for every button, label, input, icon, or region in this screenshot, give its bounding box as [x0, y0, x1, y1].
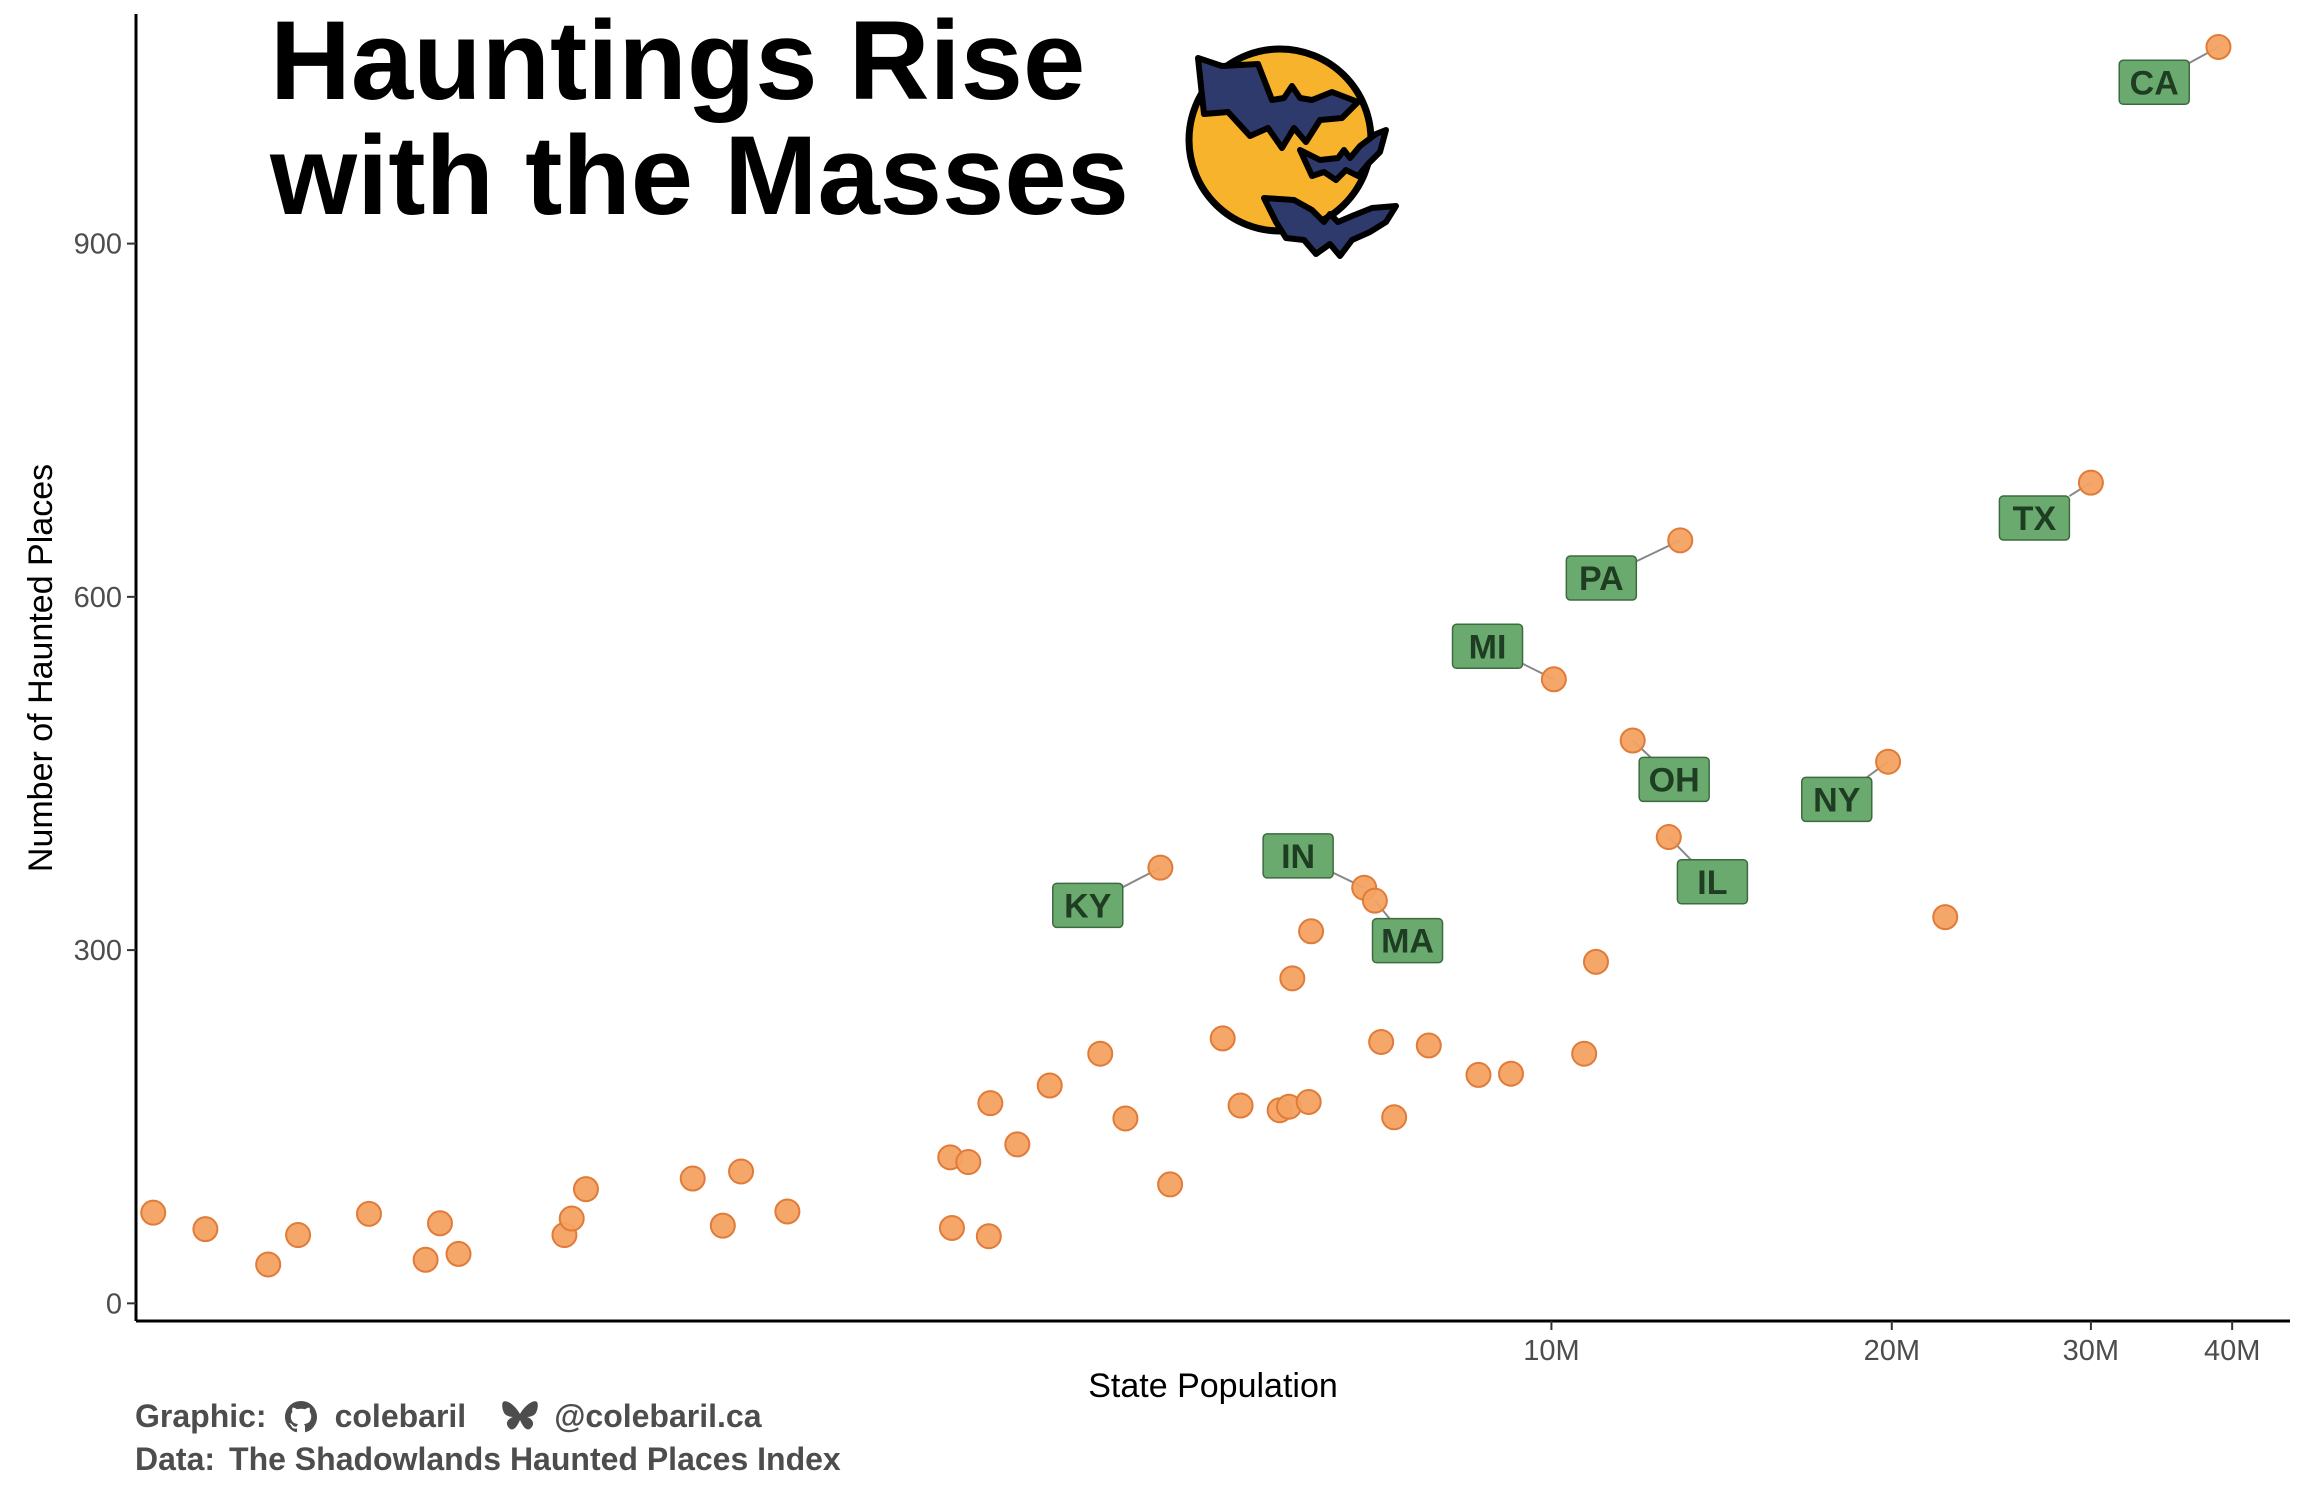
data-point — [1540, 666, 1567, 693]
state-label-box — [2118, 59, 2190, 106]
data-point — [1087, 1040, 1114, 1067]
caption-data-label: Data: — [135, 1441, 216, 1477]
data-point — [1875, 748, 1902, 775]
state-label-text: IL — [1697, 864, 1727, 902]
axes: 0 300 600 900 10M 20M 30M 40M State Population Nu… — [22, 14, 2290, 1405]
data-point — [355, 1200, 382, 1227]
data-point — [192, 1216, 219, 1243]
state-label-box — [1262, 833, 1334, 879]
state-label-text: CA — [2130, 64, 2179, 102]
data-point — [1295, 1088, 1322, 1115]
bluesky-handle: @colebaril.ca — [554, 1398, 762, 1434]
data-point — [728, 1158, 755, 1185]
state-label-text: OH — [1649, 761, 1700, 799]
data-point — [1655, 824, 1682, 851]
data-point — [1498, 1060, 1525, 1087]
github-handle: colebaril — [334, 1398, 467, 1434]
data-point — [1932, 904, 1959, 931]
y-axis-label: Number of Haunted Places — [22, 464, 60, 872]
data-point — [1157, 1171, 1184, 1198]
data-point — [1112, 1105, 1139, 1132]
data-point — [1619, 727, 1646, 754]
data-point — [1582, 948, 1609, 975]
x-axis-label: State Population — [1088, 1367, 1338, 1405]
x-tick-label: 30M — [2063, 1335, 2119, 1367]
data-point — [1415, 1032, 1442, 1059]
data-point — [1036, 1072, 1063, 1099]
data-point — [774, 1198, 801, 1225]
caption-graphic: Graphic: colebaril @colebaril.ca — [135, 1398, 761, 1435]
data-point — [558, 1205, 585, 1232]
caption-data: Data: The Shadowlands Haunted Places Ind… — [135, 1441, 841, 1478]
bat-icon — [1195, 55, 1399, 259]
chart-title-line-2: with the Masses — [270, 113, 1129, 238]
data-point — [1004, 1131, 1031, 1158]
data-point — [977, 1090, 1004, 1117]
state-labels: KY IN MA MI PA OH IL NY TX CA — [1052, 59, 2190, 964]
y-tick-label: 900 — [74, 229, 122, 261]
butterfly-icon — [500, 1399, 540, 1435]
state-label-box — [1451, 623, 1524, 670]
x-tick-label: 20M — [1864, 1335, 1920, 1367]
state-label-text: MI — [1469, 628, 1507, 666]
data-point — [938, 1214, 965, 1241]
state-label-box — [1801, 776, 1873, 823]
data-point — [255, 1251, 282, 1278]
y-tick-label: 600 — [74, 582, 122, 614]
x-tick-label: 40M — [2204, 1335, 2260, 1367]
x-tick-label: 10M — [1523, 1335, 1579, 1367]
y-tick-label: 300 — [74, 935, 122, 967]
data-point — [285, 1222, 312, 1249]
state-label-text: NY — [1813, 781, 1861, 819]
data-points — [140, 33, 2232, 1278]
data-point — [1147, 854, 1174, 881]
data-point — [955, 1149, 982, 1176]
state-label-text: TX — [2013, 500, 2057, 538]
data-point — [445, 1240, 472, 1267]
data-point — [2077, 469, 2104, 496]
data-point — [679, 1165, 706, 1192]
state-label-box — [1371, 917, 1444, 964]
data-point — [1465, 1061, 1492, 1088]
data-point — [1381, 1104, 1408, 1131]
state-label-text: PA — [1579, 560, 1624, 598]
state-label-text: IN — [1281, 838, 1315, 876]
data-point — [1667, 527, 1694, 554]
data-point — [412, 1246, 439, 1273]
state-label-box — [1998, 495, 2071, 541]
data-point — [709, 1212, 736, 1239]
state-label-box — [1052, 882, 1124, 929]
state-label-box — [1638, 756, 1710, 803]
data-point — [1279, 965, 1306, 992]
data-source: The Shadowlands Haunted Places Index — [229, 1441, 841, 1477]
data-point — [1209, 1025, 1236, 1052]
chart-title-line-1: Hauntings Rise — [270, 0, 1086, 123]
data-point — [975, 1223, 1002, 1250]
data-point — [572, 1176, 599, 1203]
state-label-text: KY — [1064, 887, 1112, 925]
y-tick-label: 0 — [106, 1288, 122, 1320]
data-point — [1368, 1028, 1395, 1055]
state-label-text: MA — [1381, 923, 1434, 961]
data-point — [1571, 1040, 1598, 1067]
caption-graphic-label: Graphic: — [135, 1398, 267, 1434]
data-point — [1361, 887, 1388, 914]
state-label-box — [1565, 555, 1638, 601]
data-point — [426, 1210, 453, 1237]
data-point — [2205, 33, 2232, 60]
state-label-box — [1676, 859, 1749, 905]
data-point — [140, 1199, 167, 1226]
data-point — [1227, 1092, 1254, 1119]
github-icon — [281, 1399, 321, 1435]
data-point — [1298, 918, 1325, 945]
